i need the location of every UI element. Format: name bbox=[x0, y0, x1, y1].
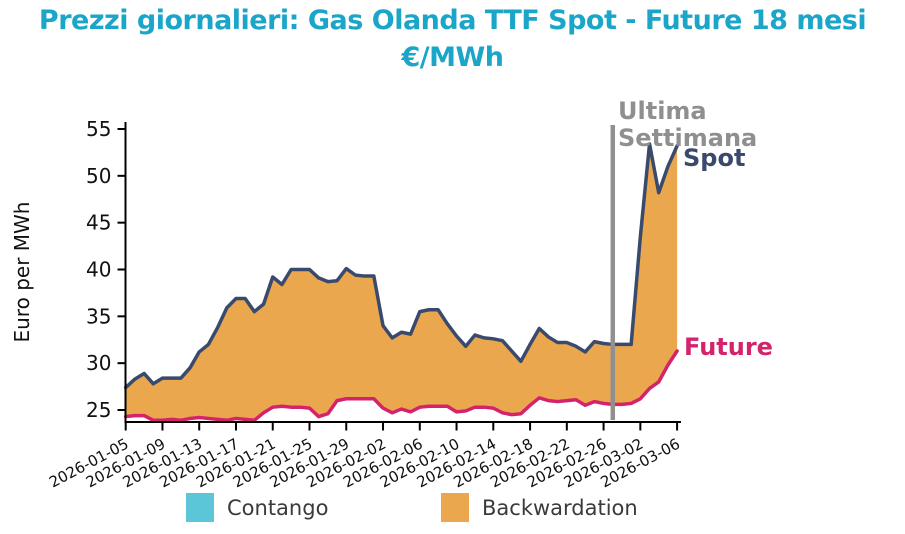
y-tick-label: 25 bbox=[86, 398, 111, 422]
backwardation-fill-area bbox=[125, 143, 678, 421]
spot-line bbox=[123, 142, 679, 390]
future-series-label: Future bbox=[684, 333, 773, 361]
spot-series-label: Spot bbox=[683, 144, 746, 172]
y-tick-label: 40 bbox=[86, 257, 111, 281]
legend-item-contango: Contango bbox=[186, 493, 328, 522]
chart-title-line1: Prezzi giornalieri: Gas Olanda TTF Spot … bbox=[38, 5, 867, 36]
backwardation-color-swatch bbox=[441, 493, 469, 522]
future-line bbox=[123, 349, 679, 423]
y-tick-label: 35 bbox=[86, 304, 111, 328]
vline-annotation-line2: Settimana bbox=[618, 124, 758, 152]
y-tick-label: 50 bbox=[86, 164, 111, 188]
chart-title-line2: €/MWh bbox=[401, 42, 504, 73]
contango-color-swatch bbox=[186, 493, 214, 522]
y-tick-label: 45 bbox=[86, 211, 111, 235]
legend-label-backwardation: Backwardation bbox=[482, 495, 638, 520]
vline-annotation-label: Ultima Settimana bbox=[618, 98, 757, 152]
legend-item-backwardation: Backwardation bbox=[441, 493, 638, 522]
y-tick-label: 30 bbox=[86, 351, 111, 375]
y-tick-label: 55 bbox=[86, 117, 111, 141]
vline-annotation-line1: Ultima bbox=[618, 97, 707, 125]
chart-title: Prezzi giornalieri: Gas Olanda TTF Spot … bbox=[0, 2, 905, 76]
legend-label-contango: Contango bbox=[227, 495, 329, 520]
